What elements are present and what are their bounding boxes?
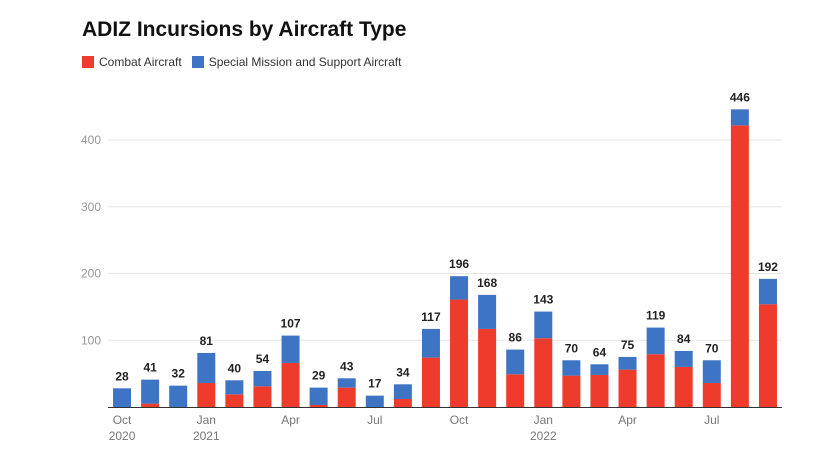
bar-total-label: 41 [143, 361, 157, 375]
bar-segment-special-mission [197, 352, 216, 383]
bar-segment-combat [758, 304, 777, 407]
legend: Combat Aircraft Special Mission and Supp… [82, 55, 411, 69]
legend-label-combat: Combat Aircraft [99, 55, 182, 69]
bar-total-label: 29 [312, 369, 326, 383]
bar-segment-special-mission [758, 278, 777, 305]
bar-segment-combat [393, 398, 412, 407]
bar-total-label: 32 [172, 367, 186, 381]
y-tick-label: 300 [81, 200, 101, 214]
bar-segment-special-mission [393, 384, 412, 399]
bar-segment-combat [562, 375, 581, 407]
bar-total-label: 86 [509, 331, 523, 345]
bar-total-label: 64 [593, 345, 607, 359]
y-tick-label: 400 [81, 133, 101, 147]
bar-segment-special-mission [562, 360, 581, 376]
bar-total-label: 70 [705, 341, 719, 355]
bar-segment-combat [702, 382, 721, 407]
bar-segment-special-mission [478, 294, 497, 329]
bar-segment-combat [337, 387, 356, 407]
bar-segment-combat [674, 366, 693, 407]
bar-segment-special-mission [337, 378, 356, 388]
bar-segment-combat [534, 338, 553, 407]
bar-total-label: 17 [368, 377, 382, 391]
bar-total-label: 119 [646, 309, 666, 323]
bar-segment-special-mission [225, 380, 244, 395]
bar-segment-combat [450, 299, 469, 407]
bar-segment-combat [281, 362, 300, 407]
bar-total-label: 43 [340, 359, 354, 373]
bar-total-label: 75 [621, 338, 635, 352]
bar-segment-special-mission [169, 385, 188, 407]
bar-segment-combat [478, 328, 497, 407]
bar-total-label: 84 [677, 332, 691, 346]
legend-swatch-special-mission [191, 56, 204, 68]
bar-total-label: 34 [396, 365, 410, 379]
bar-segment-combat [197, 382, 216, 407]
legend-item-combat: Combat Aircraft [82, 55, 182, 69]
x-tick-label: Jan [534, 413, 553, 427]
bar-total-label: 54 [256, 352, 270, 366]
bar-segment-special-mission [674, 350, 693, 367]
y-tick-label: 100 [81, 333, 101, 347]
bar-segment-combat [506, 374, 525, 407]
legend-swatch-combat [82, 56, 94, 68]
bar-segment-combat [309, 404, 328, 407]
bar-total-label: 446 [730, 90, 750, 104]
bar-segment-special-mission [618, 356, 637, 370]
bar-total-label: 107 [281, 317, 301, 331]
bar-segment-special-mission [702, 360, 721, 383]
bar-segment-combat [421, 357, 440, 407]
x-tick-label-year: 2021 [193, 429, 220, 443]
bar-segment-special-mission [646, 327, 665, 355]
bar-segment-combat [618, 369, 637, 407]
x-tick-label: Jan [197, 413, 216, 427]
x-tick-label: Oct [113, 413, 132, 427]
y-tick-label: 200 [81, 267, 101, 281]
bar-segment-special-mission [450, 276, 469, 300]
bar-total-label: 117 [421, 310, 441, 324]
bar-segment-combat [646, 354, 665, 407]
bar-segment-special-mission [534, 311, 553, 339]
bar-segment-special-mission [730, 109, 749, 126]
bar-segment-special-mission [253, 370, 272, 387]
bar-segment-special-mission [113, 388, 132, 407]
x-tick-label: Apr [618, 413, 637, 427]
legend-label-special-mission: Special Mission and Support Aircraft [208, 55, 402, 69]
chart-title: ADIZ Incursions by Aircraft Type [82, 18, 407, 41]
x-tick-label: Apr [281, 413, 300, 427]
bar-total-label: 40 [228, 361, 242, 375]
x-tick-label-year: 2022 [530, 429, 557, 443]
bar-segment-special-mission [309, 387, 328, 405]
bar-segment-combat [225, 394, 244, 407]
bar-segment-combat [730, 125, 749, 407]
bar-segment-combat [590, 374, 609, 407]
x-tick-label-year: 2020 [109, 429, 136, 443]
x-tick-label: Jul [704, 413, 719, 427]
bar-total-label: 192 [758, 260, 778, 274]
bar-total-label: 70 [565, 341, 579, 355]
bar-segment-special-mission [506, 349, 525, 375]
legend-item-special-mission: Special Mission and Support Aircraft [191, 55, 402, 69]
bar-segment-special-mission [421, 328, 440, 358]
bar-segment-special-mission [365, 395, 384, 407]
bar-segment-special-mission [590, 364, 609, 375]
bar-segment-combat [253, 386, 272, 407]
bar-total-label: 196 [449, 257, 469, 271]
bar-total-label: 28 [115, 369, 129, 383]
bar-segment-special-mission [281, 335, 300, 363]
x-tick-label: Oct [450, 413, 469, 427]
bar-total-label: 143 [533, 293, 553, 307]
bar-total-label: 168 [477, 276, 497, 290]
bar-segment-special-mission [141, 379, 160, 404]
bar-total-label: 81 [200, 334, 214, 348]
bar-segment-combat [141, 403, 160, 407]
x-tick-label: Jul [367, 413, 382, 427]
